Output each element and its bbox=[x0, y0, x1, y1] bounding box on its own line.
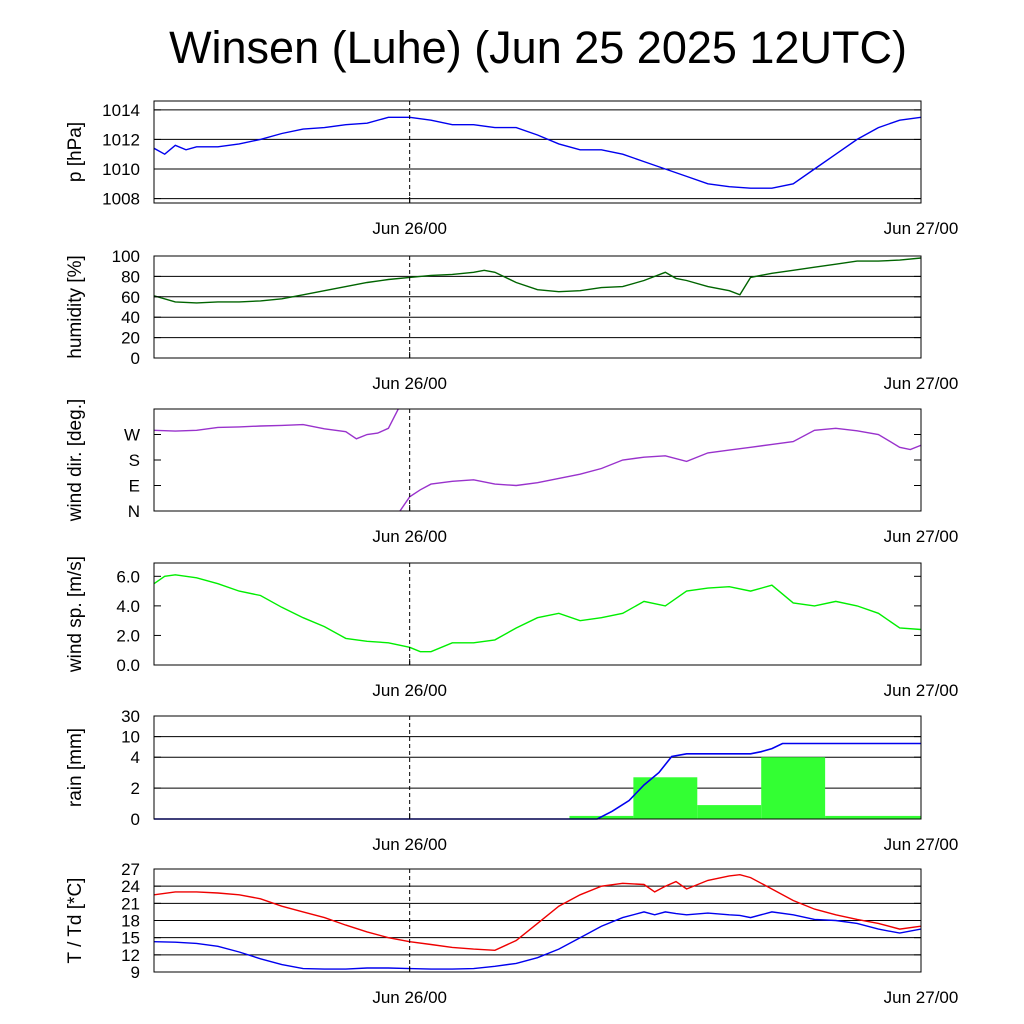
series-line bbox=[154, 409, 400, 440]
td-series-line bbox=[154, 911, 921, 970]
x-tick-label: Jun 27/00 bbox=[884, 835, 959, 854]
y-tick-label: 6.0 bbox=[116, 567, 140, 586]
y-tick-label: N bbox=[128, 502, 140, 521]
plot-frame bbox=[153, 100, 922, 204]
y-tick-label: 27 bbox=[121, 860, 140, 879]
x-tick-label: Jun 27/00 bbox=[884, 374, 959, 393]
y-tick-label: 1010 bbox=[102, 160, 140, 179]
cumulative-rain-line bbox=[154, 742, 921, 820]
y-tick-label: 4 bbox=[131, 748, 140, 767]
y-tick-label: 24 bbox=[121, 877, 140, 896]
y-tick-label: E bbox=[129, 477, 140, 496]
y-tick-label: 15 bbox=[121, 929, 140, 948]
y-tick-label: 80 bbox=[121, 267, 140, 286]
x-tick-label: Jun 26/00 bbox=[372, 681, 447, 700]
y-tick-label: 20 bbox=[121, 329, 140, 348]
plot-frame bbox=[153, 715, 922, 820]
x-tick-label: Jun 26/00 bbox=[372, 219, 447, 238]
y-tick-label: 2.0 bbox=[116, 626, 140, 645]
y-tick-label: 12 bbox=[121, 946, 140, 965]
x-tick-label: Jun 26/00 bbox=[372, 835, 447, 854]
y-axis-label: wind dir. [deg.] bbox=[65, 399, 86, 523]
y-tick-label: 2 bbox=[131, 779, 140, 798]
series-line bbox=[154, 257, 921, 304]
rain-bar bbox=[761, 757, 826, 819]
plot-frame bbox=[153, 562, 922, 666]
y-axis-label: rain [mm] bbox=[65, 728, 86, 807]
y-axis-label: wind sp. [m/s] bbox=[65, 556, 86, 673]
y-tick-label: 60 bbox=[121, 288, 140, 307]
plot-frame bbox=[153, 408, 922, 512]
x-tick-label: Jun 26/00 bbox=[372, 988, 447, 1007]
x-tick-label: Jun 27/00 bbox=[884, 681, 959, 700]
y-axis-label: T / Td [*C] bbox=[65, 878, 86, 964]
y-tick-label: 0 bbox=[131, 810, 140, 829]
y-tick-label: 18 bbox=[121, 912, 140, 931]
rain-bar bbox=[633, 777, 698, 819]
panel-1: 1008 1010 1012 1014 Jun 26/00 Jun 27/00 p [hPa… bbox=[65, 100, 959, 238]
y-tick-label: 40 bbox=[121, 308, 140, 327]
y-tick-label: 1012 bbox=[102, 130, 140, 149]
plot-frame bbox=[153, 255, 922, 359]
rain-bar bbox=[697, 805, 762, 819]
y-axis-label: humidity [%] bbox=[65, 255, 86, 358]
chart-title: Winsen (Luhe) (Jun 25 2025 12UTC) bbox=[169, 22, 907, 73]
y-tick-label: 0 bbox=[131, 349, 140, 368]
series-line bbox=[154, 116, 921, 189]
y-tick-label: 1008 bbox=[102, 190, 140, 209]
x-tick-label: Jun 27/00 bbox=[884, 219, 959, 238]
y-tick-label: 30 bbox=[121, 707, 140, 726]
x-tick-label: Jun 27/00 bbox=[884, 988, 959, 1007]
y-tick-label: 1014 bbox=[102, 101, 140, 120]
x-tick-label: Jun 26/00 bbox=[372, 374, 447, 393]
y-tick-label: S bbox=[129, 451, 140, 470]
x-tick-label: Jun 27/00 bbox=[884, 527, 959, 546]
panel-4: 0.0 2.0 4.0 6.0 Jun 26/00 Jun 27/00 wind sp. [… bbox=[65, 556, 958, 700]
rain-bar bbox=[825, 815, 921, 819]
t-series-line bbox=[154, 873, 921, 952]
y-axis-label: p [hPa] bbox=[65, 122, 86, 182]
panel-5: 0 2 410 30 Jun 26/00 Jun 27/00 rain [mm] bbox=[65, 707, 958, 854]
y-tick-label: 4.0 bbox=[116, 597, 140, 616]
y-tick-label: 0.0 bbox=[116, 656, 140, 675]
y-tick-label: 10 bbox=[121, 728, 140, 747]
series-line bbox=[154, 574, 921, 653]
y-tick-label: 9 bbox=[131, 963, 140, 982]
x-tick-label: Jun 26/00 bbox=[372, 527, 447, 546]
y-tick-label: W bbox=[124, 426, 140, 445]
series-line bbox=[399, 427, 921, 511]
y-tick-label: 21 bbox=[121, 894, 140, 913]
y-tick-label: 100 bbox=[112, 247, 140, 266]
